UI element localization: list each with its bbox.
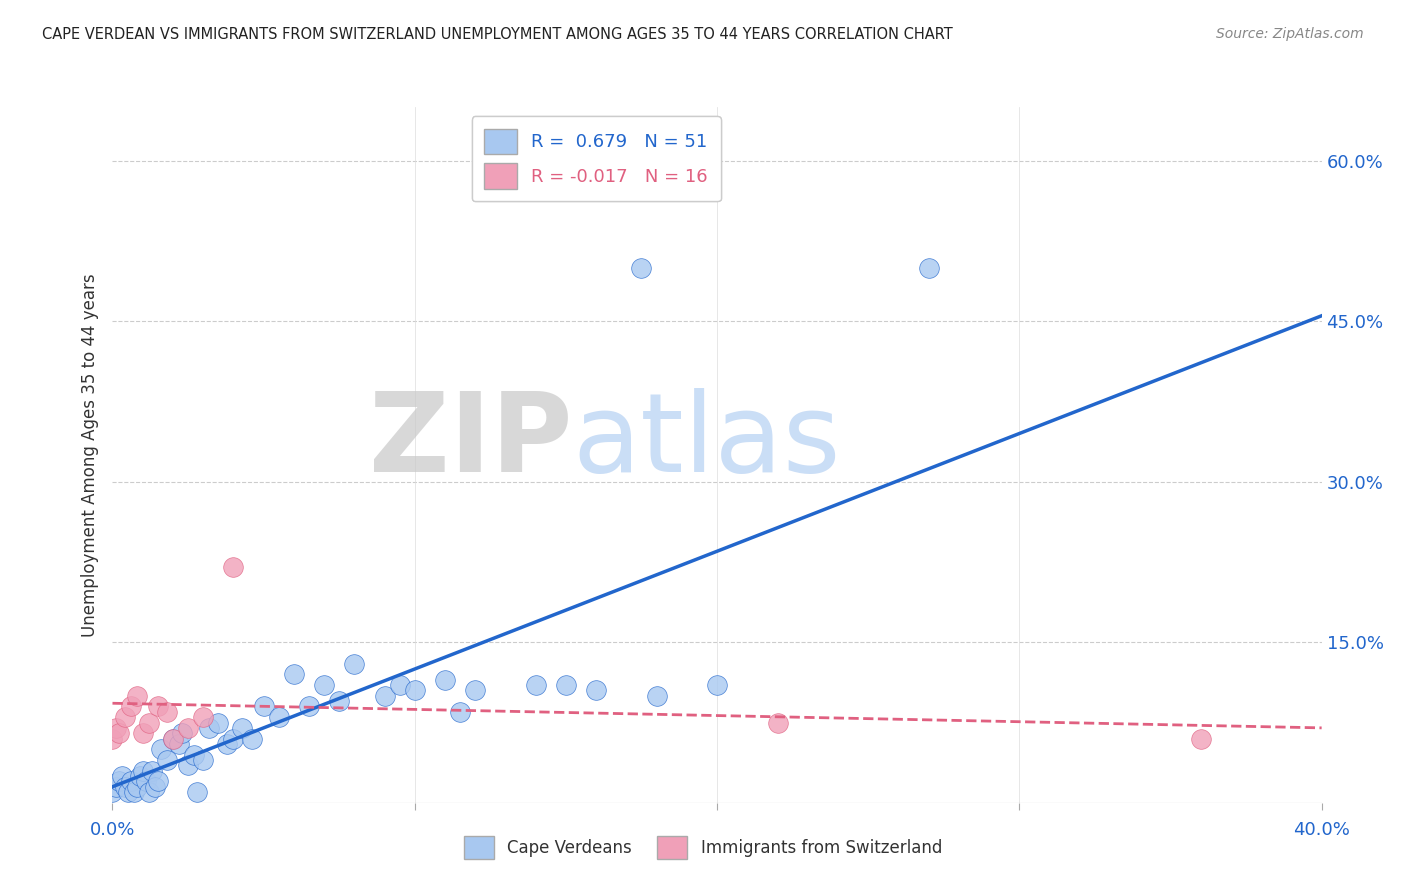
Point: [143, 780, 166, 794]
Point: [114, 780, 136, 794]
Point: [298, 699, 321, 714]
Text: ZIP: ZIP: [368, 387, 572, 494]
Point: [125, 689, 148, 703]
Point: [146, 699, 169, 714]
Point: [253, 699, 276, 714]
Point: [177, 721, 200, 735]
Point: [766, 715, 789, 730]
Point: [198, 721, 221, 735]
Point: [104, 721, 127, 735]
Point: [1189, 731, 1212, 746]
Y-axis label: Unemployment Among Ages 35 to 44 years: Unemployment Among Ages 35 to 44 years: [80, 273, 98, 637]
Point: [149, 742, 172, 756]
Point: [132, 764, 155, 778]
Point: [231, 721, 253, 735]
Point: [138, 785, 160, 799]
Point: [156, 705, 179, 719]
Point: [107, 774, 129, 789]
Point: [156, 753, 179, 767]
Point: [120, 774, 142, 789]
Point: [191, 753, 214, 767]
Text: Source: ZipAtlas.com: Source: ZipAtlas.com: [1216, 27, 1364, 41]
Point: [706, 678, 728, 692]
Text: atlas: atlas: [572, 387, 841, 494]
Point: [374, 689, 396, 703]
Point: [138, 715, 160, 730]
Point: [125, 780, 148, 794]
Point: [120, 699, 142, 714]
Point: [132, 726, 155, 740]
Point: [122, 785, 145, 799]
Point: [524, 678, 547, 692]
Point: [162, 731, 184, 746]
Point: [141, 764, 163, 778]
Point: [146, 774, 169, 789]
Point: [585, 683, 607, 698]
Point: [554, 678, 576, 692]
Point: [433, 673, 456, 687]
Point: [918, 260, 941, 275]
Point: [107, 726, 129, 740]
Point: [117, 785, 139, 799]
Point: [186, 785, 208, 799]
Point: [191, 710, 214, 724]
Text: CAPE VERDEAN VS IMMIGRANTS FROM SWITZERLAND UNEMPLOYMENT AMONG AGES 35 TO 44 YEA: CAPE VERDEAN VS IMMIGRANTS FROM SWITZERL…: [42, 27, 953, 42]
Point: [101, 785, 124, 799]
Point: [167, 737, 190, 751]
Point: [449, 705, 471, 719]
Point: [183, 747, 205, 762]
Point: [162, 731, 184, 746]
Point: [114, 710, 136, 724]
Point: [404, 683, 426, 698]
Point: [170, 726, 193, 740]
Point: [328, 694, 350, 708]
Point: [135, 774, 157, 789]
Point: [464, 683, 486, 698]
Legend: Cape Verdeans, Immigrants from Switzerland: Cape Verdeans, Immigrants from Switzerla…: [457, 829, 949, 866]
Point: [343, 657, 366, 671]
Point: [388, 678, 411, 692]
Point: [101, 731, 124, 746]
Point: [267, 710, 290, 724]
Point: [222, 731, 245, 746]
Point: [104, 780, 127, 794]
Point: [128, 769, 150, 783]
Point: [314, 678, 336, 692]
Point: [630, 260, 652, 275]
Point: [222, 560, 245, 574]
Legend: R =  0.679   N = 51, R = -0.017   N = 16: R = 0.679 N = 51, R = -0.017 N = 16: [472, 116, 720, 202]
Point: [645, 689, 668, 703]
Point: [217, 737, 239, 751]
Point: [177, 758, 200, 772]
Point: [207, 715, 229, 730]
Point: [110, 769, 132, 783]
Point: [283, 667, 305, 681]
Point: [240, 731, 263, 746]
